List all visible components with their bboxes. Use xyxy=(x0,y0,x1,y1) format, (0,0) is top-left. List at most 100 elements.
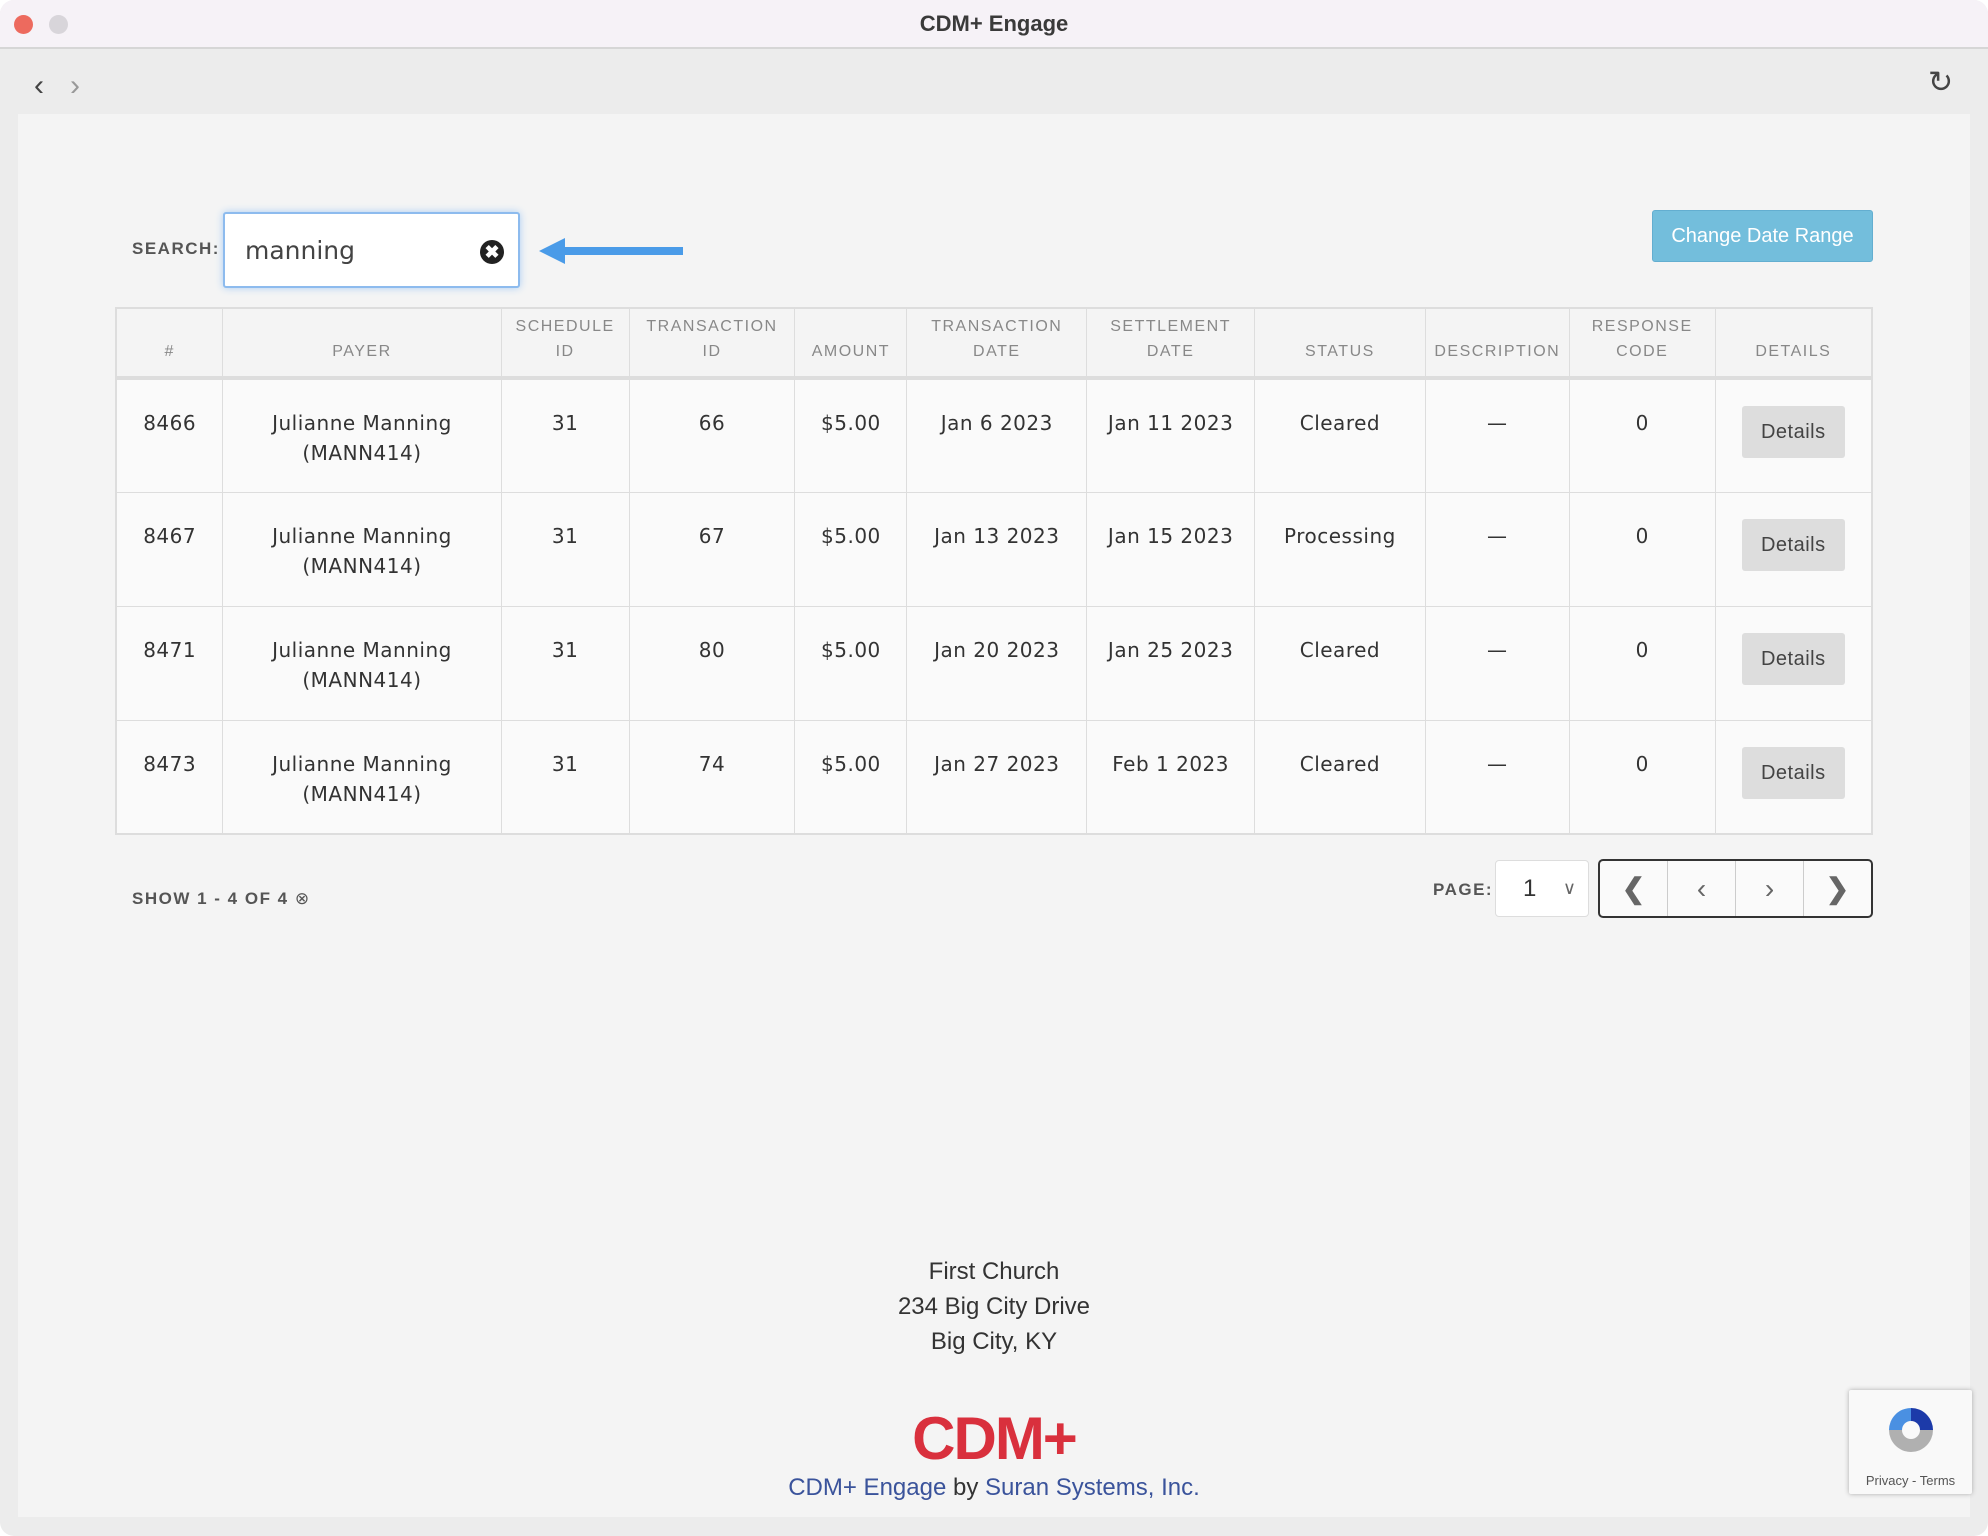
cell-tdate: Jan 27 2023 xyxy=(906,719,1088,835)
cell-status: Cleared xyxy=(1254,377,1426,493)
details-button[interactable]: Details xyxy=(1741,632,1845,685)
cell-sdate: Feb 1 2023 xyxy=(1086,719,1256,835)
page-value: 1 xyxy=(1523,875,1537,902)
cell-id: 8473 xyxy=(115,719,224,835)
cell-status: Cleared xyxy=(1254,719,1426,835)
details-button[interactable]: Details xyxy=(1741,518,1845,571)
church-name: First Church xyxy=(928,1258,1060,1285)
cell-sdate: Jan 25 2023 xyxy=(1086,605,1256,721)
cell-transaction: 67 xyxy=(628,491,796,607)
chevron-down-icon: ∨ xyxy=(1562,878,1576,898)
cell-id: 8466 xyxy=(115,377,224,493)
company-link[interactable]: Suran Systems, Inc. xyxy=(985,1474,1200,1501)
cell-code: 0 xyxy=(1568,491,1716,607)
minimize-window-button[interactable] xyxy=(49,15,68,34)
toolbar: ‹ › ↻ xyxy=(0,51,1988,114)
forward-icon[interactable]: › xyxy=(70,69,80,102)
column-header: TRANSACTION DATE xyxy=(906,307,1088,380)
table-row: 8471 Julianne Manning (MANN414) 31 80 $5.00 J… xyxy=(115,605,1873,721)
column-header: STATUS xyxy=(1254,307,1426,380)
cell-sdate: Jan 15 2023 xyxy=(1086,491,1256,607)
results-summary: SHOW 1 - 4 OF 4 ⊗ xyxy=(132,889,311,909)
main-content: SEARCH: ✖ Change Date Range #PAYERSCHEDU… xyxy=(18,114,1972,1517)
results-count: SHOW 1 - 4 OF 4 xyxy=(132,889,289,908)
cell-description: — xyxy=(1424,377,1570,493)
cell-amount: $5.00 xyxy=(794,491,908,607)
cell-amount: $5.00 xyxy=(794,605,908,721)
product-link[interactable]: CDM+ Engage xyxy=(788,1474,947,1501)
search-input[interactable] xyxy=(245,236,465,265)
recaptcha-badge[interactable]: Privacy - Terms xyxy=(1849,1390,1972,1494)
column-header: SETTLEMENT DATE xyxy=(1086,307,1256,380)
column-header: DESCRIPTION xyxy=(1424,307,1570,380)
cell-amount: $5.00 xyxy=(794,719,908,835)
prev-page-button[interactable]: ‹ xyxy=(1668,861,1736,916)
cell-schedule: 31 xyxy=(500,491,630,607)
cell-tdate: Jan 13 2023 xyxy=(906,491,1088,607)
next-page-button[interactable]: › xyxy=(1736,861,1804,916)
table-row: 8473 Julianne Manning (MANN414) 31 74 $5.00 J… xyxy=(115,719,1873,835)
search-field[interactable]: ✖ xyxy=(223,212,520,288)
cell-code: 0 xyxy=(1568,605,1716,721)
cell-schedule: 31 xyxy=(500,377,630,493)
cell-transaction: 66 xyxy=(628,377,796,493)
recaptcha-icon xyxy=(1889,1408,1933,1452)
cell-description: — xyxy=(1424,605,1570,721)
cell-id: 8471 xyxy=(115,605,224,721)
cell-description: — xyxy=(1424,491,1570,607)
column-header: # xyxy=(115,307,224,380)
cell-payer: Julianne Manning (MANN414) xyxy=(222,377,502,493)
cell-details: Details xyxy=(1714,719,1873,835)
cell-tdate: Jan 20 2023 xyxy=(906,605,1088,721)
cell-details: Details xyxy=(1714,605,1873,721)
cell-sdate: Jan 11 2023 xyxy=(1086,377,1256,493)
clear-filter-icon[interactable]: ⊗ xyxy=(294,889,311,908)
window-title: CDM+ Engage xyxy=(919,11,1069,36)
cell-payer: Julianne Manning (MANN414) xyxy=(222,719,502,835)
address-city: Big City, KY xyxy=(930,1328,1058,1355)
cell-details: Details xyxy=(1714,491,1873,607)
table-row: 8467 Julianne Manning (MANN414) 31 67 $5.00 J… xyxy=(115,491,1873,607)
title-bar: CDM+ Engage xyxy=(0,0,1988,49)
reload-icon[interactable]: ↻ xyxy=(1928,66,1954,99)
cdm-logo: CDM+ xyxy=(912,1405,1078,1472)
cell-transaction: 74 xyxy=(628,719,796,835)
table-header-row: # PAYER SCHEDULE ID TRANSACTION ID AMOUNT TRA… xyxy=(115,307,1873,380)
table-row: 8466 Julianne Manning (MANN414) 31 66 $5.00 J… xyxy=(115,377,1873,493)
details-button[interactable]: Details xyxy=(1741,746,1845,799)
details-button[interactable]: Details xyxy=(1741,406,1845,458)
pagination-controls: ❮ ‹ › ❯ xyxy=(1598,859,1873,918)
address-street: 234 Big City Drive xyxy=(897,1293,1091,1320)
page-select[interactable]: 1 ∨ xyxy=(1495,860,1589,917)
church-address: First Church 234 Big City Drive Big City… xyxy=(18,1254,1970,1359)
column-header: DETAILS xyxy=(1714,307,1873,380)
cell-tdate: Jan 6 2023 xyxy=(906,377,1088,493)
change-date-range-button[interactable]: Change Date Range xyxy=(1652,210,1873,262)
cell-amount: $5.00 xyxy=(794,377,908,493)
arrow-annotation-icon xyxy=(539,238,683,264)
page-label: PAGE: xyxy=(1433,880,1494,899)
column-header: TRANSACTION ID xyxy=(628,307,796,380)
cell-schedule: 31 xyxy=(500,719,630,835)
cell-id: 8467 xyxy=(115,491,224,607)
column-header: SCHEDULE ID xyxy=(500,307,630,380)
back-icon[interactable]: ‹ xyxy=(34,69,44,102)
column-header: RESPONSE CODE xyxy=(1568,307,1716,380)
close-window-button[interactable] xyxy=(14,15,33,34)
cell-code: 0 xyxy=(1568,377,1716,493)
last-page-button[interactable]: ❯ xyxy=(1825,873,1850,904)
column-header: AMOUNT xyxy=(794,307,908,380)
first-page-button[interactable]: ❮ xyxy=(1600,861,1668,916)
cell-code: 0 xyxy=(1568,719,1716,835)
footer-byline: CDM+ Engage by Suran Systems, Inc. xyxy=(18,1474,1970,1502)
clear-search-icon[interactable]: ✖ xyxy=(480,240,504,264)
cell-payer: Julianne Manning (MANN414) xyxy=(222,605,502,721)
column-header: PAYER xyxy=(222,307,502,380)
cell-details: Details xyxy=(1714,377,1873,493)
search-label: SEARCH: xyxy=(132,239,220,258)
recaptcha-links[interactable]: Privacy - Terms xyxy=(1865,1473,1956,1488)
cell-payer: Julianne Manning (MANN414) xyxy=(222,491,502,607)
by-text: by xyxy=(952,1474,979,1501)
cell-transaction: 80 xyxy=(628,605,796,721)
